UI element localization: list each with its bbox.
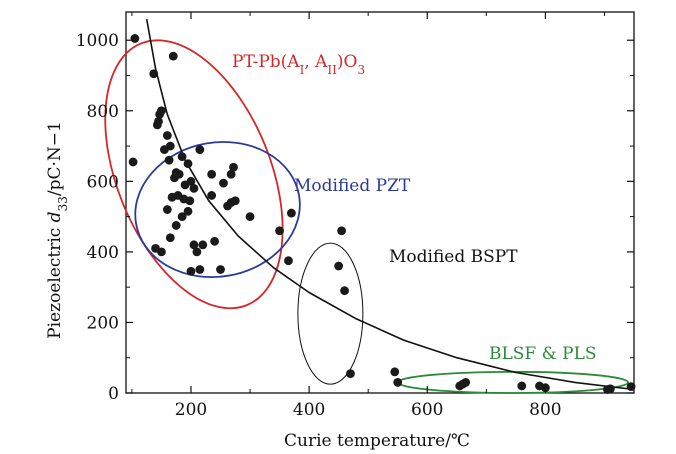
data-point	[195, 145, 205, 154]
data-point	[226, 169, 236, 179]
data-point	[130, 34, 140, 43]
y-tick-label: 800	[87, 102, 119, 122]
data-point	[334, 261, 344, 271]
data-point	[626, 382, 636, 392]
blsf-pls-group-ellipse	[396, 370, 629, 394]
x-tick-label: 400	[293, 400, 325, 420]
data-point	[198, 240, 208, 250]
data-point	[337, 226, 347, 236]
data-point	[183, 159, 193, 169]
data-point	[174, 169, 184, 179]
data-point	[165, 141, 175, 151]
data-point	[168, 51, 178, 61]
data-point	[165, 233, 175, 243]
plot-border	[125, 11, 635, 394]
data-point	[157, 106, 166, 116]
data-point	[286, 208, 296, 218]
data-point	[177, 212, 187, 222]
data-point	[390, 367, 400, 377]
data-point	[229, 162, 238, 172]
x-tick-label: 800	[529, 400, 561, 420]
data-point	[192, 247, 202, 257]
data-point	[207, 191, 217, 200]
data-point	[517, 381, 527, 391]
data-point	[461, 378, 471, 387]
y-tick-label: 200	[87, 313, 119, 333]
data-point	[605, 384, 615, 394]
modified-pzt-group-ellipse	[134, 141, 301, 279]
data-point	[219, 178, 228, 188]
data-point	[162, 131, 172, 140]
data-point	[189, 183, 199, 193]
data-points	[128, 34, 636, 394]
data-point	[284, 256, 293, 266]
data-point	[207, 169, 217, 179]
plot-frame	[125, 11, 635, 394]
data-point	[189, 240, 199, 250]
data-point	[185, 196, 195, 206]
data-point	[186, 266, 196, 276]
trend-line	[145, 18, 635, 391]
data-point	[216, 265, 225, 274]
data-point	[210, 236, 220, 246]
data-point	[275, 226, 284, 236]
data-point	[340, 286, 349, 296]
annotation-blsf-pls: BLSF & PLS	[489, 344, 597, 364]
pt-pb-group-ellipse	[104, 39, 284, 310]
data-point	[151, 243, 160, 253]
annotation-modified-pzt: Modified PZT	[294, 176, 411, 196]
trend-curve	[145, 18, 635, 391]
modified-bspt-group-ellipse	[297, 242, 364, 385]
data-point	[393, 378, 403, 387]
data-point	[162, 205, 172, 214]
x-tick-label: 200	[175, 400, 207, 420]
axis-ticks: 200 400 600 800 0 200 400 600 800 1000	[76, 12, 634, 420]
data-point	[245, 212, 255, 222]
annotation-modified-bspt: Modified BSPT	[389, 247, 518, 267]
data-point	[195, 265, 205, 274]
y-axis-title: Piezoelectric d33/pC·N−1	[45, 121, 70, 339]
data-point	[171, 221, 181, 230]
y-tick-label: 0	[108, 384, 119, 404]
data-point	[186, 176, 196, 186]
data-point	[346, 369, 355, 378]
data-point	[183, 206, 193, 216]
data-point	[177, 152, 187, 162]
data-point	[128, 157, 138, 167]
annotation-pt-pb: PT-Pb(AI, AII)O3	[232, 52, 365, 77]
data-point	[152, 120, 162, 130]
y-tick-label: 1000	[76, 31, 119, 51]
x-tick-label: 600	[411, 400, 443, 420]
x-axis-title: Curie temperature/℃	[284, 431, 470, 451]
y-tick-label: 400	[87, 243, 119, 263]
data-point	[164, 155, 174, 165]
data-point	[226, 198, 236, 207]
y-tick-label: 600	[87, 172, 119, 192]
data-point	[149, 69, 159, 79]
